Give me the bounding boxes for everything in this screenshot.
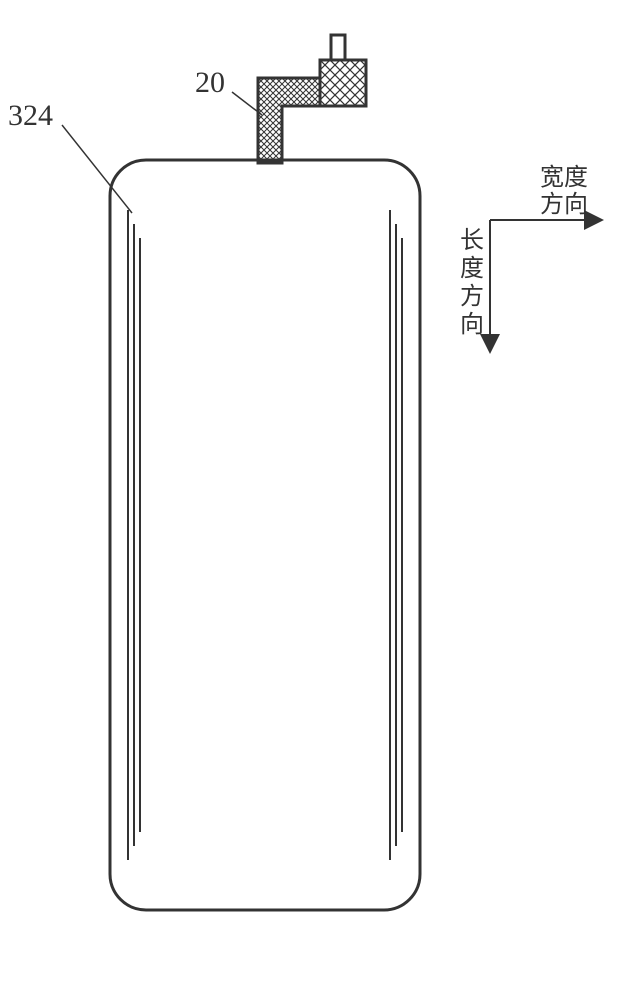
width-label-2: 方向 — [540, 191, 588, 218]
leader-324: 324 — [8, 99, 132, 213]
leader-20: 20 — [195, 66, 262, 115]
length-label-char: 向 — [460, 311, 484, 338]
terminal-block — [320, 60, 366, 106]
device-body — [110, 160, 420, 910]
length-label-char: 方 — [460, 283, 484, 310]
top-assembly — [258, 35, 366, 163]
label-324: 324 — [8, 99, 53, 132]
length-label-char: 度 — [460, 255, 484, 282]
terminal-finger — [331, 35, 345, 60]
inner-lines — [128, 210, 402, 860]
length-label-char: 长 — [460, 227, 484, 254]
width-label-1: 宽度 — [540, 164, 588, 191]
label-20: 20 — [195, 66, 225, 99]
l-bracket — [258, 78, 320, 163]
direction-axes: 宽度方向长度方向 — [460, 164, 600, 350]
